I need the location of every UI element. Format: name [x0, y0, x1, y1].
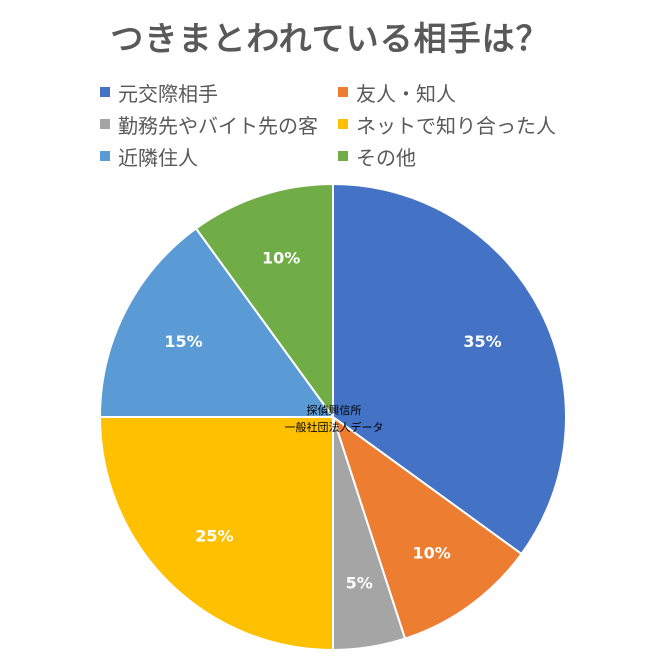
center-annotation-line-1: 探偵興信所: [307, 403, 362, 417]
data-label: 35%: [463, 332, 501, 351]
legend-item-online: ネットで知り合った人: [338, 112, 620, 138]
legend-swatch: [100, 119, 110, 129]
legend: 元交際相手 友人・知人 勤務先やバイト先の客 ネットで知り合った人 近隣住人 そ…: [100, 80, 620, 170]
legend-swatch: [338, 151, 348, 161]
chart-title: つきまとわれている相手は？: [110, 19, 550, 58]
slice-online: [98, 416, 334, 652]
legend-item-neighbor: 近隣住人: [100, 144, 338, 170]
legend-label: 勤務先やバイト先の客: [118, 113, 318, 138]
slice-other: [194, 182, 334, 421]
legend-swatch: [338, 119, 348, 129]
legend-item-ex-partner: 元交際相手: [100, 80, 338, 106]
legend-label: 近隣住人: [118, 145, 198, 170]
legend-label: ネットで知り合った人: [356, 113, 556, 138]
data-label: 10%: [412, 544, 450, 563]
pie-slices: [98, 182, 567, 652]
slice-ex-partner: [332, 182, 567, 556]
legend-swatch: [338, 87, 348, 97]
legend-item-friend: 友人・知人: [338, 80, 620, 106]
data-label: 5%: [346, 574, 373, 593]
legend-item-customer: 勤務先やバイト先の客: [100, 112, 338, 138]
legend-label: その他: [356, 145, 416, 170]
center-annotation-line-2: 一般社団法人データ: [285, 420, 384, 434]
legend-swatch: [100, 151, 110, 161]
legend-label: 元交際相手: [118, 81, 218, 106]
slice-neighbor: [98, 227, 335, 418]
data-label: 25%: [195, 527, 233, 546]
legend-item-other: その他: [338, 144, 620, 170]
data-label: 10%: [262, 248, 300, 267]
legend-swatch: [100, 87, 110, 97]
pie-data-labels: 35% 10% 5% 25% 15% 10%: [164, 248, 501, 592]
slice-friend: [331, 414, 523, 640]
legend-label: 友人・知人: [356, 81, 456, 106]
data-label: 15%: [164, 332, 202, 351]
